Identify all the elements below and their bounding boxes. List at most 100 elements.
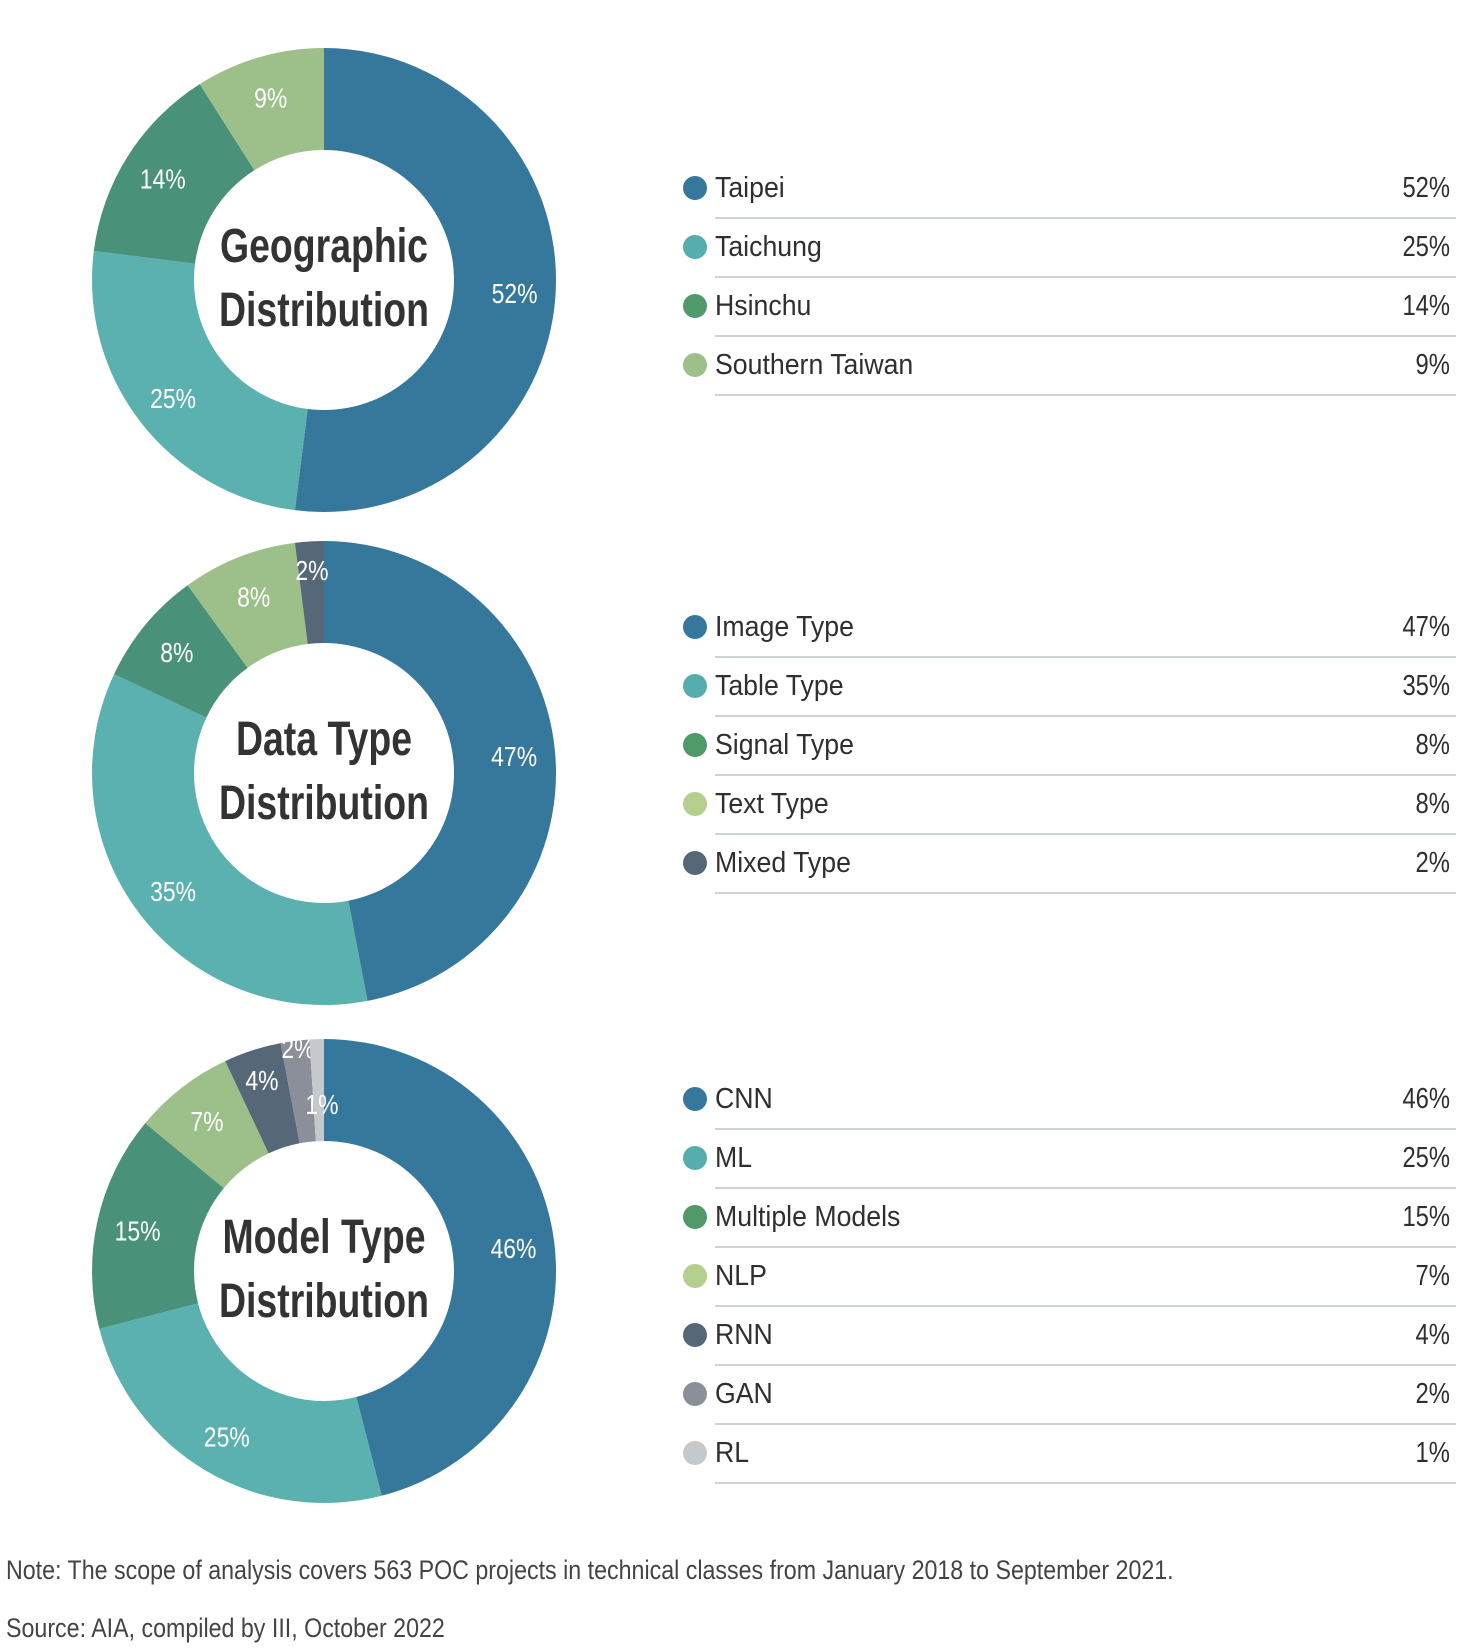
donut-slice-signal-type [114,585,248,718]
legend-label: Image Type [715,611,854,643]
legend-swatch [683,353,707,377]
slice-label: 7% [190,1107,223,1138]
donut-slice-cnn [324,1039,556,1496]
legend-value: 14% [1402,290,1450,322]
donut-slice-southern-taiwan [199,48,324,171]
legend-label: Table Type [715,670,844,702]
legend-swatch [683,674,707,698]
legend-divider [715,217,1456,219]
legend-label: Taichung [715,231,822,263]
legend-label: RL [715,1437,750,1469]
legend-item: ML 25% [680,1130,1456,1189]
legend-swatch [683,1382,707,1406]
legend-swatch [683,235,707,259]
donut-slice-hsinchu [93,84,255,264]
legend-value: 15% [1402,1201,1450,1233]
legend-swatch [683,176,707,200]
slice-label: 47% [491,742,537,773]
donut-slice-ml [99,1303,382,1503]
legend-divider [715,1305,1456,1307]
legend-item: Mixed Type 2% [680,835,1456,894]
legend-value: 8% [1415,729,1450,761]
donut-title: Distribution [219,777,429,831]
legend-divider [715,1364,1456,1366]
slice-label: 46% [491,1234,537,1265]
donut-slice-multiple-models [92,1123,224,1329]
legend-divider [715,1246,1456,1248]
slice-label: 15% [115,1216,161,1247]
legend-value: 9% [1415,349,1450,381]
legend-item: Multiple Models 15% [680,1189,1456,1248]
donut-slice-table-type [91,674,368,1005]
slice-label: 2% [295,556,328,587]
legend-divider [715,715,1456,717]
donut-title: Distribution [219,284,429,338]
slice-label: 25% [204,1422,250,1453]
legend-swatch [683,1146,707,1170]
donut-title: Geographic [220,220,428,274]
legend-divider [715,1128,1456,1130]
legend-value: 8% [1415,788,1450,820]
donut-slice-taipei [294,48,556,512]
legend-swatch [683,615,707,639]
legend-divider [715,892,1456,894]
legend-item: Signal Type 8% [680,717,1456,776]
slice-label: 35% [150,877,196,908]
legend-value: 46% [1402,1083,1450,1115]
slice-label: 52% [492,279,538,310]
legend-item: RL 1% [680,1425,1456,1484]
donut-title: Distribution [219,1275,429,1329]
legend-item: NLP 7% [680,1248,1456,1307]
legend-label: Text Type [715,788,829,820]
donut-slice-mixed-type [294,541,324,645]
legend-label: Southern Taiwan [715,349,914,381]
legend-value: 2% [1415,847,1450,879]
donut-slice-rnn [225,1043,300,1154]
legend-item: Taipei 52% [680,160,1456,219]
legend-swatch [683,1264,707,1288]
footer-source: Source: AIA, compiled by III, October 20… [6,1613,445,1643]
legend-divider [715,656,1456,658]
legend-value: 47% [1402,611,1450,643]
legend-divider [715,335,1456,337]
legend-swatch [683,1205,707,1229]
slice-label: 4% [245,1066,278,1097]
slice-label: 8% [237,582,270,613]
legend: Taipei 52% Taichung 25% Hsinchu 14% Southern T… [680,160,1456,396]
legend-value: 7% [1415,1260,1450,1292]
legend-swatch [683,792,707,816]
legend-value: 35% [1402,670,1450,702]
legend-label: ML [715,1142,753,1174]
legend-swatch [683,1441,707,1465]
legend-swatch [683,851,707,875]
legend-item: CNN 46% [680,1071,1456,1130]
legend-label: Hsinchu [715,290,812,322]
slice-label: 25% [150,384,196,415]
legend-value: 1% [1415,1437,1450,1469]
legend-swatch [683,1087,707,1111]
legend-item: Taichung 25% [680,219,1456,278]
legend-item: Southern Taiwan 9% [680,337,1456,396]
legend-label: Mixed Type [715,847,851,879]
legend-divider [715,1423,1456,1425]
legend-label: Signal Type [715,729,854,761]
legend-label: RNN [715,1319,773,1351]
slice-label: 1% [305,1090,338,1121]
legend-label: NLP [715,1260,767,1292]
legend-label: GAN [715,1378,773,1410]
donut-slice-nlp [145,1061,269,1189]
legend-item: Table Type 35% [680,658,1456,717]
legend-divider [715,1482,1456,1484]
legend-swatch [683,294,707,318]
legend-label: Multiple Models [715,1201,901,1233]
legend-divider [715,1187,1456,1189]
legend-item: Hsinchu 14% [680,278,1456,337]
slice-label: 2% [281,1034,314,1065]
donut-slice-taichung [92,250,308,511]
legend-divider [715,276,1456,278]
donut-slice-text-type [187,542,308,668]
legend-label: Taipei [715,172,785,204]
legend: Image Type 47% Table Type 35% Signal Type 8% T… [680,599,1456,894]
legend-swatch [683,1323,707,1347]
